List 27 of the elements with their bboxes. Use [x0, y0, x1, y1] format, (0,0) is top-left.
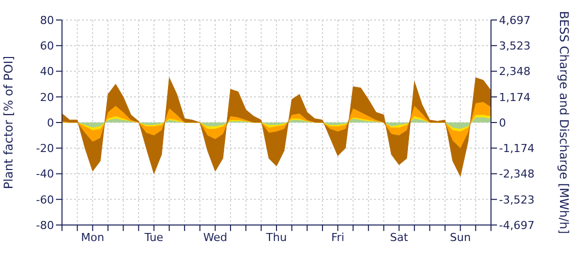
y2-tick-label: 1,174 [499, 90, 530, 104]
x-tick-label: Thu [265, 230, 287, 244]
y2-tick-label: 0 [499, 116, 506, 130]
x-tick-label: Sat [390, 230, 409, 244]
x-tick-label: Wed [203, 230, 228, 244]
y2-tick-label: -1,174 [499, 142, 534, 156]
x-tick-label: Tue [144, 230, 164, 244]
y2-tick-label: 3,523 [499, 40, 530, 53]
y-tick-label: 60 [40, 40, 54, 53]
y2-tick-label: 2,348 [499, 65, 530, 78]
x-tick-label: Fri [331, 230, 344, 244]
y-tick-label: -60 [36, 193, 54, 206]
y-tick-label: 80 [40, 14, 54, 27]
y-tick-label: 20 [40, 90, 54, 104]
x-tick-label: Sun [450, 230, 471, 244]
y-tick-label: 40 [40, 65, 54, 78]
y2-axis-title: BESS Charge and Discharge [MWh/h] [556, 11, 570, 234]
y2-tick-label: -2,348 [499, 168, 534, 181]
y-tick-label: -40 [36, 168, 54, 181]
y-axis-title: Plant factor [% of POI] [1, 56, 16, 190]
y-tick-label: 0 [47, 116, 54, 130]
x-tick-label: Mon [81, 230, 104, 244]
y2-tick-label: -4,697 [499, 218, 534, 232]
y2-tick-label: 4,697 [499, 14, 530, 27]
y-tick-label: -20 [36, 142, 54, 156]
y2-tick-label: -3,523 [499, 193, 534, 206]
y-tick-label: -80 [36, 218, 54, 232]
